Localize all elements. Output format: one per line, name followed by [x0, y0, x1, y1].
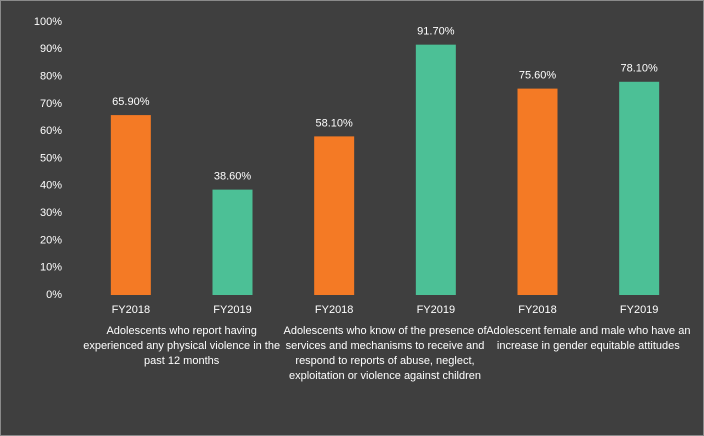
y-tick-label: 0% — [46, 289, 62, 301]
data-label: 91.70% — [417, 26, 455, 38]
data-label: 38.60% — [214, 171, 252, 183]
x-tick-label: FY2019 — [213, 304, 252, 316]
x-tick-label: FY2018 — [315, 304, 354, 316]
bar — [314, 136, 355, 295]
bar — [517, 88, 558, 295]
x-tick-label: FY2019 — [620, 304, 659, 316]
bar — [212, 189, 253, 295]
x-tick-label: FY2018 — [112, 304, 151, 316]
x-tick-label: FY2019 — [417, 304, 456, 316]
y-tick-label: 10% — [40, 262, 62, 274]
bar — [415, 44, 456, 296]
data-label: 58.10% — [316, 117, 354, 129]
bar — [619, 81, 660, 295]
data-label: 65.90% — [112, 96, 150, 108]
x-tick-label: FY2018 — [518, 304, 557, 316]
group-label: Adolescents who report having experience… — [83, 325, 281, 367]
data-label: 78.10% — [621, 63, 659, 75]
group-label: Adolescent female and male who have an i… — [486, 325, 691, 352]
y-tick-label: 50% — [40, 152, 62, 164]
y-tick-label: 100% — [34, 16, 62, 28]
y-tick-label: 80% — [40, 71, 62, 83]
y-tick-label: 40% — [40, 180, 62, 192]
data-label: 75.60% — [519, 70, 557, 82]
y-tick-label: 60% — [40, 125, 62, 137]
bar — [110, 115, 151, 295]
group-label: Adolescents who know of the presence of … — [283, 325, 487, 382]
y-tick-label: 90% — [40, 43, 62, 55]
y-tick-label: 30% — [40, 207, 62, 219]
y-tick-label: 70% — [40, 98, 62, 110]
y-tick-label: 20% — [40, 234, 62, 246]
